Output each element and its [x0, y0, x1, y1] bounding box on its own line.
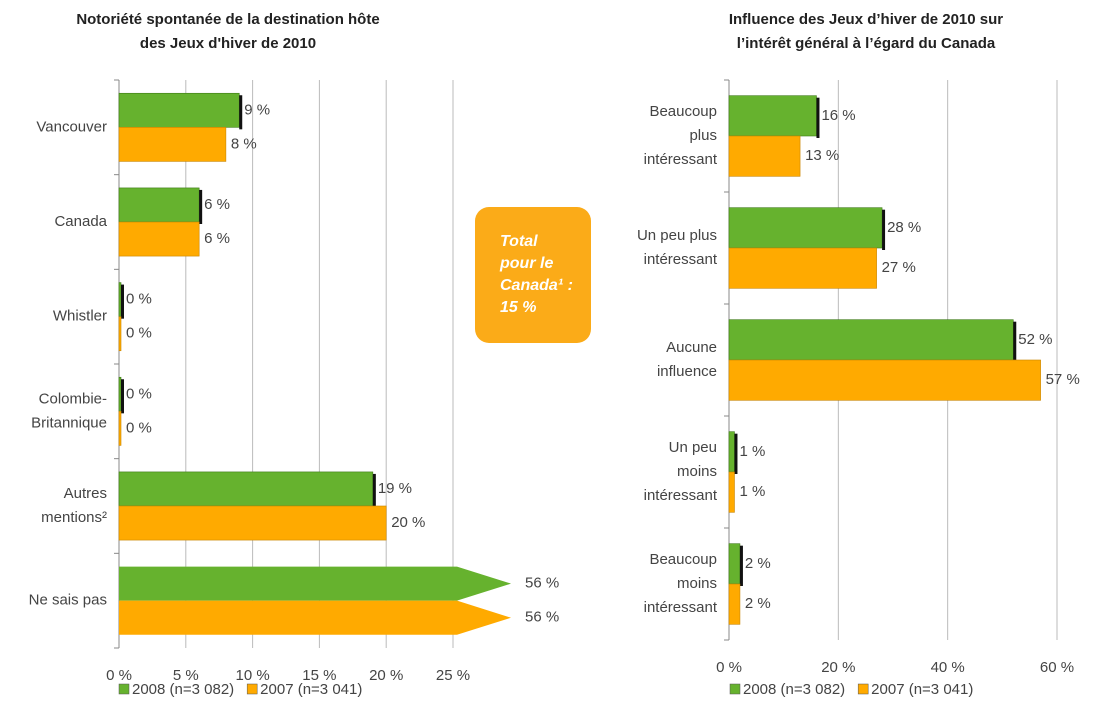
bar-shadow: [121, 379, 124, 414]
value-label: 6 %: [204, 196, 230, 213]
bar: [118, 411, 122, 446]
category-label: Aucune influence: [657, 339, 717, 380]
annotation-box: [475, 207, 591, 343]
bar: [728, 95, 817, 137]
x-tick-label: 40 %: [931, 659, 965, 676]
bar-shadow: [734, 433, 738, 474]
value-label: 13 %: [805, 147, 839, 164]
legend-label: 2007 (n=3 041): [260, 681, 362, 698]
bar: [118, 505, 387, 541]
category-label: Ne sais pas: [29, 592, 107, 609]
bar: [728, 431, 735, 473]
value-label: 27 %: [882, 259, 916, 276]
legend-swatch: [857, 683, 869, 695]
x-tick-label: 10 %: [235, 667, 269, 684]
legend-label: 2007 (n=3 041): [871, 681, 973, 698]
legend-swatch: [729, 683, 741, 695]
legend-swatch: [246, 683, 258, 695]
annotation: Total pour le Canada¹ :15 %: [499, 233, 573, 316]
bar-shadow: [372, 473, 376, 508]
category-label: Vancouver: [36, 118, 107, 135]
value-label: 8 %: [231, 135, 257, 152]
value-label: 9 %: [244, 101, 270, 118]
bar: [118, 282, 122, 317]
bar: [119, 566, 511, 601]
category-label: Un peu moins intéressant: [644, 439, 718, 504]
bar: [118, 316, 122, 352]
x-tick-label: 5 %: [173, 667, 199, 684]
value-label: 56 %: [525, 575, 559, 592]
value-label: 0 %: [126, 291, 152, 308]
value-label: 0 %: [126, 325, 152, 342]
x-tick-label: 15 %: [302, 667, 336, 684]
value-label: 52 %: [1018, 331, 1052, 348]
bar: [118, 471, 374, 507]
value-label: 2 %: [745, 595, 771, 612]
bar: [119, 600, 511, 635]
bar-shadow: [121, 284, 124, 319]
value-label: 2 %: [745, 555, 771, 572]
bar-shadow: [739, 545, 743, 586]
bar: [728, 471, 735, 513]
category-label: Beaucoup plus intéressant: [644, 103, 718, 168]
value-label: 1 %: [739, 443, 765, 460]
x-tick-label: 20 %: [821, 659, 855, 676]
bar: [118, 127, 227, 162]
category-label: Un peu plus intéressant: [637, 227, 718, 268]
x-tick-label: 0 %: [716, 659, 742, 676]
bar: [728, 247, 877, 289]
bar: [118, 221, 200, 257]
value-label: 57 %: [1046, 371, 1080, 388]
bar: [728, 135, 801, 177]
bar-shadow: [199, 189, 203, 224]
bar: [728, 543, 741, 585]
category-label: Whistler: [53, 308, 107, 325]
category-label: Canada: [54, 213, 107, 230]
bar: [728, 319, 1014, 361]
legend-swatch: [118, 683, 130, 695]
value-label: 20 %: [391, 514, 425, 531]
value-label: 19 %: [378, 480, 412, 497]
value-label: 16 %: [821, 107, 855, 124]
value-label: 56 %: [525, 609, 559, 626]
bar: [118, 187, 200, 223]
bar-shadow: [1013, 321, 1017, 362]
x-tick-label: 20 %: [369, 667, 403, 684]
bar: [728, 583, 741, 625]
value-label: 0 %: [126, 385, 152, 402]
value-label: 0 %: [126, 419, 152, 436]
category-label: Colombie-Britannique: [31, 390, 107, 431]
value-label: 6 %: [204, 230, 230, 247]
bar-shadow: [239, 95, 243, 130]
bar: [728, 359, 1041, 401]
value-label: 28 %: [887, 219, 921, 236]
bar: [728, 207, 883, 249]
x-tick-label: 25 %: [436, 667, 470, 684]
x-tick-label: 0 %: [106, 667, 132, 684]
category-label: Autres mentions²: [41, 485, 107, 526]
bar: [118, 92, 240, 128]
chart-title: Influence des Jeux d’hiver de 2010 sur l’…: [729, 11, 1003, 52]
chart-title: Notoriété spontanée de la destination hô…: [76, 11, 379, 52]
value-label: 1 %: [739, 483, 765, 500]
category-label: Beaucoup moins intéressant: [644, 551, 718, 616]
bar: [118, 376, 122, 412]
legend-label: 2008 (n=3 082): [132, 681, 234, 698]
bar-shadow: [816, 97, 820, 138]
bar-shadow: [882, 209, 886, 250]
legend-label: 2008 (n=3 082): [743, 681, 845, 698]
x-tick-label: 60 %: [1040, 659, 1074, 676]
